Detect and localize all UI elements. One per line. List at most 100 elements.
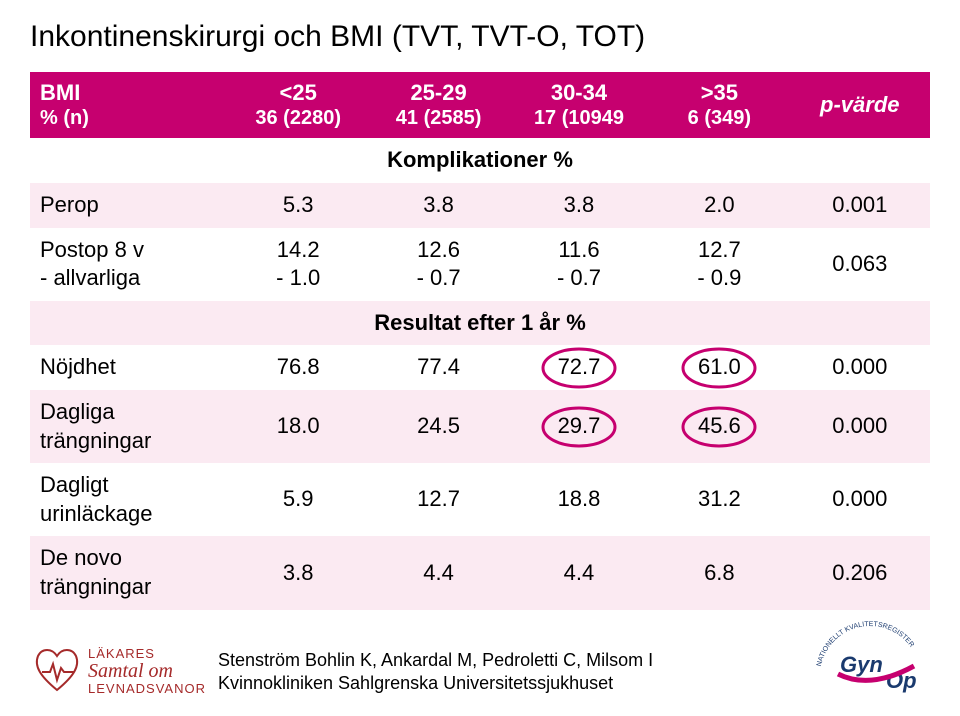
section-resultat: Resultat efter 1 år %: [30, 301, 930, 346]
cell-val: 61.0: [698, 354, 741, 379]
footer: LÄKARES Samtal om LEVNADSVANOR Stenström…: [30, 616, 930, 696]
cell-val: 72.7: [558, 354, 601, 379]
header-col3-b: 17 (10949: [519, 106, 639, 130]
cell-b: - 0.7: [519, 264, 639, 293]
cell-label-b: trängningar: [40, 427, 218, 456]
lakares-logo: LÄKARES Samtal om LEVNADSVANOR: [88, 647, 206, 695]
cell-label: De novo trängningar: [30, 536, 228, 609]
cell-label: Postop 8 v - allvarliga: [30, 228, 228, 301]
cell: 4.4: [368, 536, 508, 609]
page-title: Inkontinenskirurgi och BMI (TVT, TVT-O, …: [30, 20, 930, 54]
logo1-line2: Samtal om: [88, 661, 206, 682]
section-komplikationer: Komplikationer %: [30, 138, 930, 183]
header-col1-b: 36 (2280): [238, 106, 358, 130]
cell: 12.7: [368, 463, 508, 536]
cell-p: 0.206: [790, 536, 930, 609]
logo1-line3: LEVNADSVANOR: [88, 682, 206, 696]
header-bmi-b: % (n): [40, 106, 218, 130]
cell-b: - 0.9: [659, 264, 779, 293]
cell: 6.8: [649, 536, 789, 609]
circled-value: 61.0: [698, 353, 741, 382]
cell: 77.4: [368, 345, 508, 390]
header-pvalue: p-värde: [790, 72, 930, 138]
cell-label-b: - allvarliga: [40, 264, 218, 293]
logo1-line1: LÄKARES: [88, 647, 206, 661]
ref-line1: Stenström Bohlin K, Ankardal M, Pedrolet…: [218, 649, 653, 672]
section-res-label: Resultat efter 1 år %: [30, 301, 930, 346]
cell: 12.7 - 0.9: [649, 228, 789, 301]
circled-value: 72.7: [558, 353, 601, 382]
ref-line2: Kvinnokliniken Sahlgrenska Universitetss…: [218, 672, 653, 695]
header-col2: 25-29 41 (2585): [368, 72, 508, 138]
cell-label-b: trängningar: [40, 573, 218, 602]
cell: 45.6: [649, 390, 789, 463]
cell-a: 12.6: [378, 236, 498, 265]
cell: 76.8: [228, 345, 368, 390]
cell-label-a: De novo: [40, 544, 218, 573]
cell-p: 0.000: [790, 463, 930, 536]
circled-value: 29.7: [558, 412, 601, 441]
cell: 4.4: [509, 536, 649, 609]
cell-a: 11.6: [519, 236, 639, 265]
cell-label-b: urinläckage: [40, 500, 218, 529]
circled-value: 45.6: [698, 412, 741, 441]
header-col3-a: 30-34: [551, 80, 607, 105]
header-col4: >35 6 (349): [649, 72, 789, 138]
header-col4-a: >35: [701, 80, 738, 105]
cell: 61.0: [649, 345, 789, 390]
row-dagligt-urinlackage: Dagligt urinläckage 5.9 12.7 18.8 31.2 0…: [30, 463, 930, 536]
cell-a: 14.2: [238, 236, 358, 265]
header-col1: <25 36 (2280): [228, 72, 368, 138]
header-col2-b: 41 (2585): [378, 106, 498, 130]
section-komp-label: Komplikationer %: [30, 138, 930, 183]
header-bmi-a: BMI: [40, 80, 80, 105]
left-logos: LÄKARES Samtal om LEVNADSVANOR Stenström…: [30, 642, 653, 696]
cell: 72.7: [509, 345, 649, 390]
cell: 12.6 - 0.7: [368, 228, 508, 301]
header-col2-a: 25-29: [410, 80, 466, 105]
cell: 5.9: [228, 463, 368, 536]
header-col4-b: 6 (349): [659, 106, 779, 130]
cell: 11.6 - 0.7: [509, 228, 649, 301]
cell: 3.8: [368, 183, 508, 228]
cell: 18.0: [228, 390, 368, 463]
cell: 3.8: [509, 183, 649, 228]
cell-p: 0.000: [790, 345, 930, 390]
cell-label-a: Dagligt: [40, 471, 218, 500]
cell-label-a: Postop 8 v: [40, 236, 218, 265]
gynop-logo: NATIONELLT KVALITETSREGISTER Gyn Op: [810, 616, 930, 696]
row-nojdhet: Nöjdhet 76.8 77.4 72.7 61.0 0.000: [30, 345, 930, 390]
cell-a: 12.7: [659, 236, 779, 265]
heart-icon: [30, 642, 84, 696]
row-dagliga-trangningar: Dagliga trängningar 18.0 24.5 29.7 45.6 …: [30, 390, 930, 463]
table-header-row: BMI % (n) <25 36 (2280) 25-29 41 (2585) …: [30, 72, 930, 138]
cell-val: 45.6: [698, 413, 741, 438]
cell-label-a: Dagliga: [40, 398, 218, 427]
row-perop: Perop 5.3 3.8 3.8 2.0 0.001: [30, 183, 930, 228]
bmi-table: BMI % (n) <25 36 (2280) 25-29 41 (2585) …: [30, 72, 930, 610]
cell-p: 0.000: [790, 390, 930, 463]
cell: 2.0: [649, 183, 789, 228]
cell: 18.8: [509, 463, 649, 536]
cell-label: Dagliga trängningar: [30, 390, 228, 463]
header-p-label: p-värde: [820, 92, 899, 117]
header-bmi: BMI % (n): [30, 72, 228, 138]
cell: 3.8: [228, 536, 368, 609]
cell: 5.3: [228, 183, 368, 228]
cell-b: - 0.7: [378, 264, 498, 293]
cell-label: Nöjdhet: [30, 345, 228, 390]
cell-val: 29.7: [558, 413, 601, 438]
cell-label: Perop: [30, 183, 228, 228]
references: Stenström Bohlin K, Ankardal M, Pedrolet…: [218, 649, 653, 696]
row-denovo: De novo trängningar 3.8 4.4 4.4 6.8 0.20…: [30, 536, 930, 609]
header-col3: 30-34 17 (10949: [509, 72, 649, 138]
cell-p: 0.001: [790, 183, 930, 228]
cell: 31.2: [649, 463, 789, 536]
cell-b: - 1.0: [238, 264, 358, 293]
cell: 29.7: [509, 390, 649, 463]
cell-label: Dagligt urinläckage: [30, 463, 228, 536]
cell: 14.2 - 1.0: [228, 228, 368, 301]
header-col1-a: <25: [280, 80, 317, 105]
cell-p: 0.063: [790, 228, 930, 301]
cell: 24.5: [368, 390, 508, 463]
